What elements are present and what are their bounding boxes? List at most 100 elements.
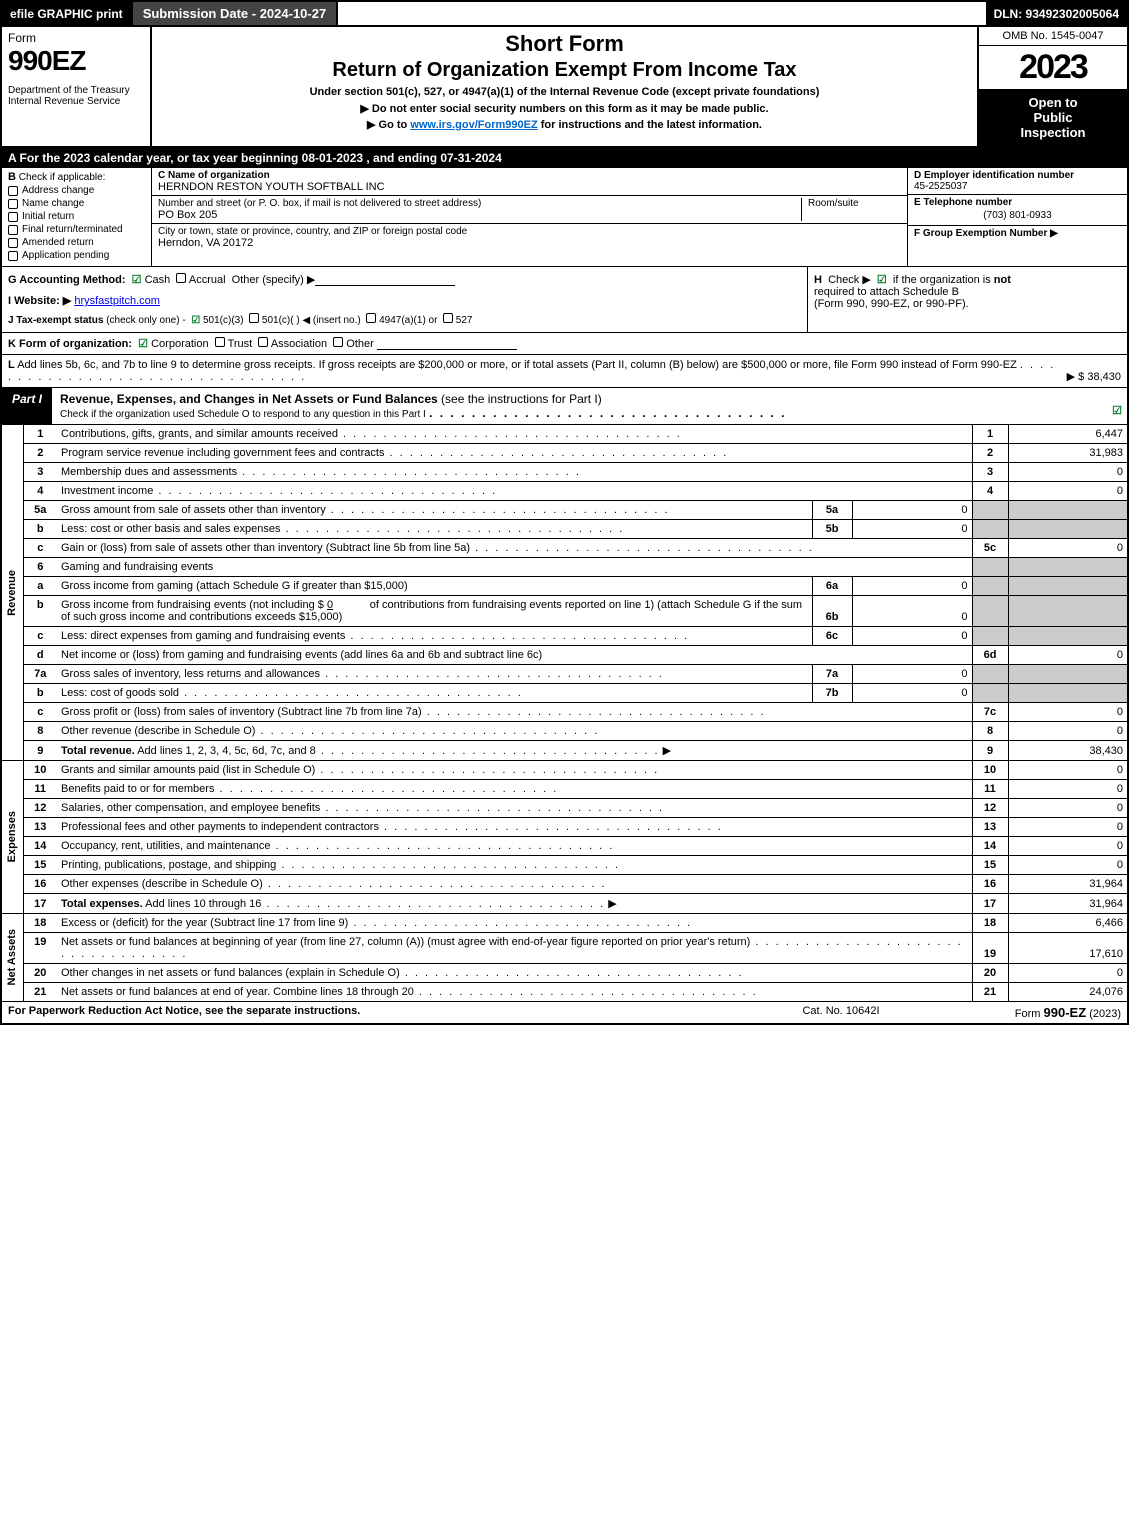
cb-final-return[interactable]: Final return/terminated: [8, 224, 145, 235]
grey-cell: [972, 558, 1008, 577]
part1-checkbox[interactable]: ☑: [1107, 388, 1127, 424]
line-3-desc: Membership dues and assessments: [61, 466, 237, 478]
line-14-rnum: 14: [972, 837, 1008, 856]
line-8-num: 8: [23, 722, 57, 741]
line-17: 17 Total expenses. Add lines 10 through …: [1, 894, 1128, 914]
line-17-desc-bold: Total expenses.: [61, 898, 143, 910]
form-title-block: Short Form Return of Organization Exempt…: [152, 27, 977, 146]
line-11-desc: Benefits paid to or for members: [61, 783, 214, 795]
g-accrual: Accrual: [189, 274, 226, 286]
line-7b-desc: Less: cost of goods sold: [61, 687, 179, 699]
city-label: City or town, state or province, country…: [158, 226, 901, 237]
cb-application-pending[interactable]: Application pending: [8, 250, 145, 261]
line-6b-num: b: [23, 596, 57, 627]
grey-cell: [972, 684, 1008, 703]
grey-cell: [1008, 627, 1128, 646]
grey-cell: [1008, 665, 1128, 684]
k-other: Other: [346, 338, 374, 350]
irs-link[interactable]: www.irs.gov/Form990EZ: [410, 119, 537, 131]
line-1-num: 1: [23, 425, 57, 444]
other-blank: [315, 274, 455, 286]
line-7b: b Less: cost of goods sold 7b 0: [1, 684, 1128, 703]
line-5c-rnum: 5c: [972, 539, 1008, 558]
arrow-icon: ▶: [663, 745, 671, 757]
line-14-num: 14: [23, 837, 57, 856]
line-7c-rval: 0: [1008, 703, 1128, 722]
line-9: 9 Total revenue. Add lines 1, 2, 3, 4, 5…: [1, 741, 1128, 761]
line-6b-amt: 0: [327, 599, 333, 611]
checkbox-icon: [176, 273, 186, 283]
line-16: 16 Other expenses (describe in Schedule …: [1, 875, 1128, 894]
checkbox-icon: [8, 225, 18, 235]
header-right-block: OMB No. 1545-0047 2023 Open to Public In…: [977, 27, 1127, 146]
cb-label-initial: Initial return: [22, 211, 74, 222]
cb-name-change[interactable]: Name change: [8, 198, 145, 209]
cb-label-amended: Amended return: [22, 237, 94, 248]
line-19-rval: 17,610: [1008, 933, 1128, 964]
line-3-rnum: 3: [972, 463, 1008, 482]
cb-address-change[interactable]: Address change: [8, 185, 145, 196]
line-15-rval: 0: [1008, 856, 1128, 875]
form-year-paren: (2023): [1086, 1008, 1121, 1020]
line-4-desc: Investment income: [61, 485, 153, 497]
dots: [384, 447, 728, 459]
dots: [429, 406, 786, 420]
line-6d-desc: Net income or (loss) from gaming and fun…: [61, 649, 542, 661]
cat-no: Cat. No. 10642I: [741, 1005, 941, 1020]
revenue-section-label: Revenue: [1, 425, 23, 761]
line-6d-rval: 0: [1008, 646, 1128, 665]
line-1-rnum: 1: [972, 425, 1008, 444]
line-15-num: 15: [23, 856, 57, 875]
line-3-num: 3: [23, 463, 57, 482]
top-bar: efile GRAPHIC print Submission Date - 20…: [0, 0, 1129, 27]
line-5c-num: c: [23, 539, 57, 558]
entity-info-block: B Check if applicable: Address change Na…: [0, 168, 1129, 267]
line-7c-num: c: [23, 703, 57, 722]
efile-print-label: efile GRAPHIC print: [2, 2, 131, 25]
line-5c-rval: 0: [1008, 539, 1128, 558]
checkbox-icon: [8, 212, 18, 222]
line-16-rnum: 16: [972, 875, 1008, 894]
line-6c-num: c: [23, 627, 57, 646]
h-label: H: [814, 274, 822, 286]
inspection: Inspection: [983, 125, 1123, 140]
line-6a: a Gross income from gaming (attach Sched…: [1, 577, 1128, 596]
line-7b-snum: 7b: [812, 684, 852, 703]
k-assoc: Association: [271, 338, 327, 350]
line-6c-snum: 6c: [812, 627, 852, 646]
grey-cell: [972, 627, 1008, 646]
line-6d: d Net income or (loss) from gaming and f…: [1, 646, 1128, 665]
line-18-rnum: 18: [972, 914, 1008, 933]
part1-header: Part I Revenue, Expenses, and Changes in…: [0, 388, 1129, 425]
c-label: C Name of organization: [158, 170, 901, 181]
cb-amended-return[interactable]: Amended return: [8, 237, 145, 248]
checkbox-icon: [366, 313, 376, 323]
dots: [345, 630, 689, 642]
addr-value: PO Box 205: [158, 209, 801, 221]
line-1-rval: 6,447: [1008, 425, 1128, 444]
grey-cell: [972, 596, 1008, 627]
dots: [400, 967, 744, 979]
instr2-pre: ▶ Go to: [367, 119, 410, 131]
dots: [214, 783, 558, 795]
line-11-rval: 0: [1008, 780, 1128, 799]
dln-label: DLN: 93492302005064: [986, 2, 1127, 25]
open-to: Open to: [983, 95, 1123, 110]
checkbox-icon: [8, 251, 18, 261]
check-icon: ☑: [1112, 405, 1122, 417]
line-6d-num: d: [23, 646, 57, 665]
checkbox-icon: [258, 337, 268, 347]
line-9-desc2: Add lines 1, 2, 3, 4, 5c, 6d, 7c, and 8: [135, 745, 316, 757]
line-7a-snum: 7a: [812, 665, 852, 684]
grey-cell: [1008, 520, 1128, 539]
line-14-desc: Occupancy, rent, utilities, and maintena…: [61, 840, 271, 852]
city-row: City or town, state or province, country…: [152, 224, 907, 251]
cb-initial-return[interactable]: Initial return: [8, 211, 145, 222]
part1-title-text: Revenue, Expenses, and Changes in Net As…: [60, 392, 438, 406]
g-col: G Accounting Method: ☑ Cash Accrual Othe…: [2, 267, 807, 332]
website-link[interactable]: hrysfastpitch.com: [74, 295, 160, 307]
dots: [326, 504, 670, 516]
dots: [153, 485, 497, 497]
cb-label-address: Address change: [22, 185, 94, 196]
j-527: 527: [456, 315, 473, 326]
